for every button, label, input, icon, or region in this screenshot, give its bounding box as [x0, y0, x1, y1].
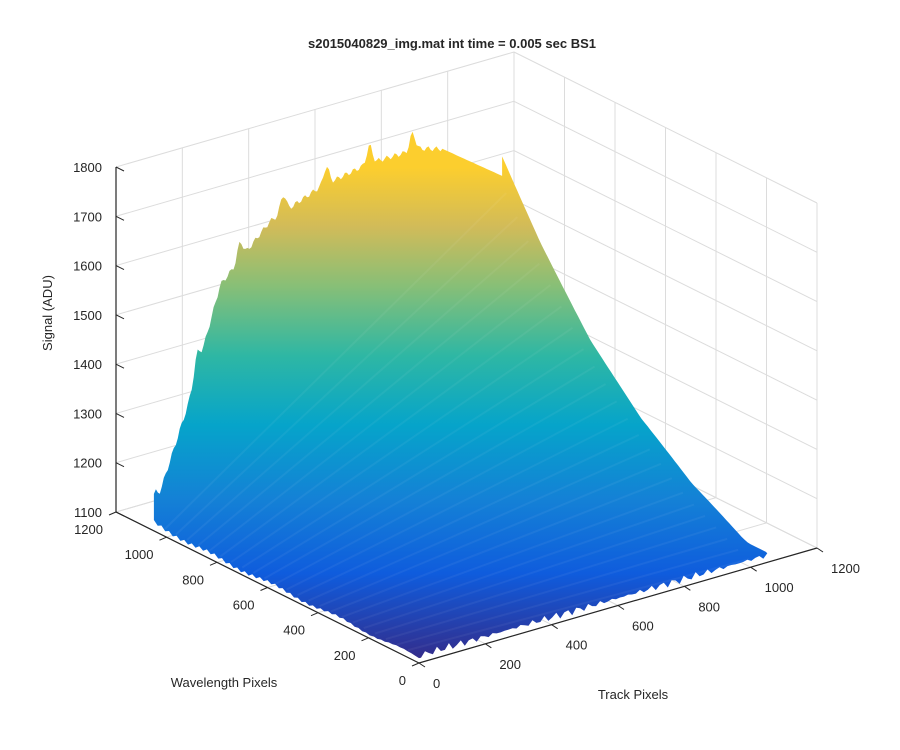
z-tick: [115, 215, 125, 221]
x-tick: [418, 662, 426, 668]
x-tick: [485, 643, 492, 649]
x-tick-label: 600: [632, 619, 654, 634]
surface-streak: [341, 491, 684, 619]
z-tick-label: 1100: [74, 505, 102, 520]
z-tick: [115, 265, 125, 271]
chart-title: s2015040829_img.mat int time = 0.005 sec…: [308, 36, 596, 51]
y-tick-label: 400: [283, 623, 305, 638]
x-tick-label: 1000: [765, 580, 794, 595]
x-tick: [617, 605, 625, 610]
surface-streak: [330, 477, 673, 613]
y-axis-label: Wavelength Pixels: [171, 675, 278, 690]
x-tick: [816, 547, 824, 553]
y-tick: [209, 561, 218, 566]
z-tick-label: 1600: [73, 259, 102, 274]
z-tick: [115, 314, 125, 320]
z-axis-label: Signal (ADU): [40, 275, 55, 351]
z-tick-label: 1300: [73, 406, 102, 421]
z-tick: [115, 363, 125, 369]
z-tick: [115, 412, 125, 418]
x-tick: [551, 624, 558, 630]
y-tick-label: 800: [182, 572, 204, 587]
surface-streak: [352, 503, 695, 624]
z-tick-label: 1800: [73, 160, 102, 175]
x-tick: [684, 585, 691, 591]
surface-streak: [263, 383, 607, 580]
surface-streak: [186, 240, 529, 541]
y-tick-label: 1000: [125, 547, 154, 562]
y-tick: [108, 511, 117, 516]
y-tick: [411, 662, 420, 667]
surface-streak: [219, 305, 563, 558]
y-tick: [159, 536, 167, 541]
x-tick-label: 400: [566, 638, 588, 653]
tick-labels: 0 200 400 600 800 1000 1200 0 200 400 600 800 1000 12…: [73, 160, 860, 691]
surface-streak: [385, 537, 728, 641]
surface-streak: [396, 548, 739, 646]
y-tick-label: 600: [233, 598, 255, 613]
axes: [108, 166, 824, 668]
x-tick: [750, 566, 757, 572]
z-tick-label: 1400: [73, 357, 102, 372]
surface-streak: [230, 326, 574, 563]
x-tick-label: 800: [698, 599, 720, 614]
z-tick: [115, 462, 125, 468]
surface-streak: [175, 216, 518, 536]
surface-streak: [208, 284, 552, 552]
z-tick-label: 1700: [73, 209, 102, 224]
surface-streak: [407, 558, 750, 652]
surface-streak: [363, 515, 706, 630]
y-tick: [361, 637, 369, 642]
surface-streak: [197, 262, 540, 547]
z-tick-label: 1500: [73, 308, 102, 323]
surface-streak: [241, 348, 585, 569]
y-tick: [260, 587, 268, 591]
z-tick-label: 1200: [73, 456, 102, 471]
x-axis-label: Track Pixels: [598, 687, 669, 702]
z-tick: [115, 166, 125, 172]
x-tick-label: 0: [433, 676, 440, 691]
surface-streak: [274, 400, 618, 585]
surface-streak: [252, 365, 596, 574]
x-tick-label: 200: [499, 657, 521, 672]
y-tick-label: 200: [334, 648, 356, 663]
surface-streak: [285, 417, 629, 591]
x-tick-label: 1200: [831, 561, 860, 576]
y-tick-label: 0: [399, 673, 406, 688]
surface-streak: [297, 434, 640, 596]
z-tick: [115, 511, 125, 517]
surface-mesh: [153, 131, 768, 659]
surface-streak: [319, 462, 662, 607]
y-tick-label: 1200: [74, 522, 103, 537]
surface-streak: [308, 448, 651, 602]
y-tick: [310, 612, 319, 617]
surface-streak: [164, 192, 507, 530]
surface-streak: [374, 526, 717, 635]
surface: [153, 131, 768, 659]
